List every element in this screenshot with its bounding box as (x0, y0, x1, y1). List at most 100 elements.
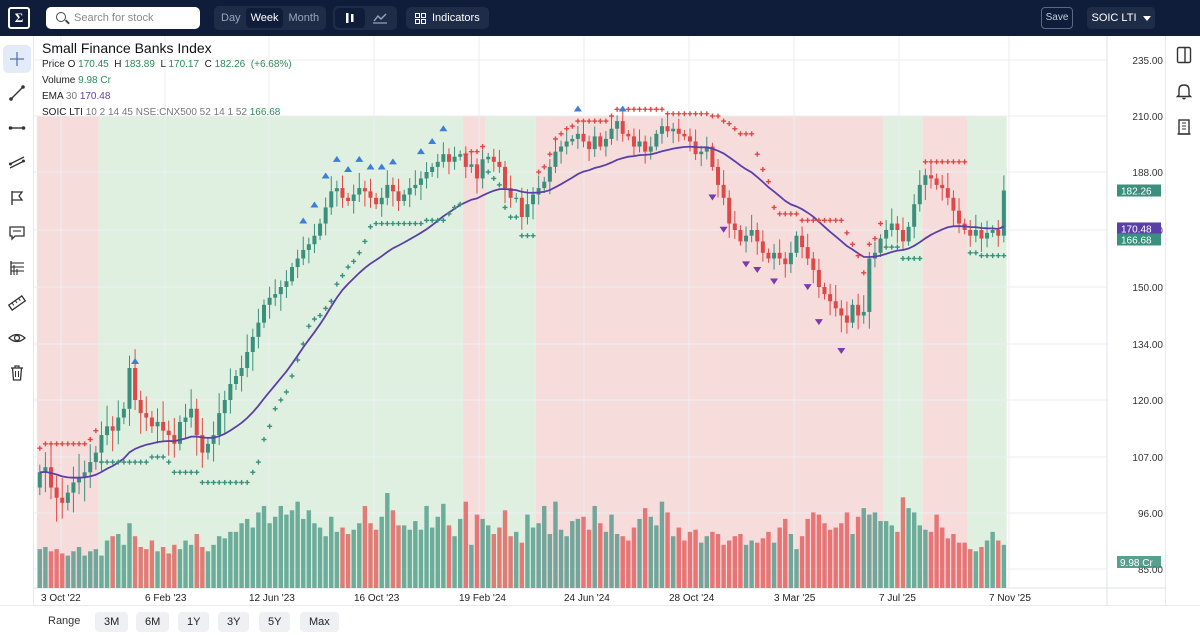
candle-body (463, 154, 468, 167)
chart-area[interactable]: 235.00210.00188.00170.00150.00134.00120.… (34, 36, 1165, 605)
volume-bar (698, 542, 704, 588)
candle-body (996, 230, 1001, 236)
range-5y-button[interactable]: 5Y (259, 612, 291, 632)
buy-signal-arrow (388, 158, 397, 165)
volume-bar (463, 501, 468, 588)
volume-bar (407, 529, 412, 588)
chart-legend: Small Finance Banks Index Price O 170.45… (42, 39, 292, 121)
volume-bar (637, 518, 642, 588)
alerts-button[interactable] (1173, 80, 1195, 102)
volume-bar (816, 514, 822, 588)
buy-signal-arrow (377, 163, 386, 170)
candle-body (306, 244, 311, 250)
volume-bar (755, 542, 760, 588)
volume-bar (250, 527, 255, 588)
search-input[interactable] (74, 10, 194, 26)
volume-bar (132, 536, 138, 588)
volume-bar (564, 536, 569, 588)
volume-bar (867, 514, 872, 588)
candle-body (587, 141, 592, 150)
buy-signal-arrow (310, 201, 319, 208)
range-1y-button[interactable]: 1Y (178, 612, 210, 632)
horizontal-line-tool[interactable] (3, 114, 31, 142)
volume-bar (306, 510, 312, 588)
candle-body (811, 258, 816, 270)
line-chart-button[interactable] (365, 8, 395, 28)
candle-body (368, 191, 373, 198)
candle-body (200, 435, 205, 453)
high-label: H (114, 59, 122, 70)
building-icon (1177, 119, 1191, 135)
volume-bar (413, 521, 418, 588)
volume-bar (301, 518, 306, 588)
buy-signal-arrow (439, 125, 448, 132)
volume-bar (401, 525, 407, 588)
strategy-dropdown[interactable]: SOIC LTI (1087, 7, 1155, 29)
candle-body (211, 435, 216, 444)
volume-bar (424, 505, 429, 588)
candle-body (844, 315, 849, 323)
visibility-tool[interactable] (3, 324, 31, 352)
candle-body (570, 138, 575, 142)
volume-bar (844, 512, 850, 588)
volume-bar (968, 549, 973, 588)
regime-band (547, 116, 884, 588)
candlestick-chart-button[interactable] (335, 8, 365, 28)
volume-bar (928, 531, 934, 588)
range-bar: Range 3M 6M 1Y 3Y 5Y Max (0, 605, 1200, 635)
volume-bar (542, 505, 547, 588)
candle-body (110, 426, 115, 431)
time-tick-label: 3 Mar '25 (774, 593, 816, 604)
volume-bar (911, 512, 917, 588)
indicators-button[interactable]: Indicators (406, 7, 489, 29)
ruler-tool[interactable] (3, 289, 31, 317)
search-box[interactable] (46, 7, 200, 29)
candle-body (60, 497, 65, 503)
timeframe-month[interactable]: Month (288, 12, 320, 24)
volume-bar (766, 531, 771, 588)
comment-tool[interactable] (3, 219, 31, 247)
channel-tool[interactable] (3, 148, 31, 176)
crosshair-tool[interactable] (3, 45, 31, 73)
regime-band (37, 116, 99, 588)
range-max-button[interactable]: Max (300, 612, 339, 632)
price-chart[interactable]: 235.00210.00188.00170.00150.00134.00120.… (34, 36, 1165, 605)
watchlist-button[interactable] (1173, 44, 1195, 66)
time-tick-label: 12 Jun '23 (249, 593, 295, 604)
volume-bar (144, 549, 149, 588)
sell-signal-arrow (708, 194, 717, 201)
range-3m-button[interactable]: 3M (95, 612, 129, 632)
volume-bar (990, 531, 995, 588)
volume-bar (396, 525, 401, 588)
buy-signal-arrow (355, 155, 364, 162)
ema-label: EMA (42, 91, 64, 102)
company-button[interactable] (1173, 116, 1195, 138)
indicators-label: Indicators (432, 12, 480, 24)
volume-bar (323, 536, 328, 588)
volume-value: 9.98 Cr (78, 75, 111, 86)
timeframe-day[interactable]: Day (221, 12, 241, 24)
volume-row: Volume 9.98 Cr (42, 73, 292, 89)
trend-line-tool[interactable] (3, 79, 31, 107)
range-6m-button[interactable]: 6M (136, 612, 170, 632)
fib-tool[interactable] (3, 254, 31, 282)
candle-body (957, 210, 962, 224)
volume-bar (200, 546, 205, 588)
save-button[interactable]: Save (1041, 7, 1073, 29)
candle-body (648, 146, 653, 152)
delete-tool[interactable] (3, 359, 31, 387)
soic-row: SOIC LTI 10 2 14 45 NSE:CNX500 52 14 1 5… (42, 105, 292, 121)
price-tick-label: 150.00 (1132, 283, 1163, 294)
close-value: 182.26 (214, 59, 246, 70)
volume-bar (861, 508, 866, 588)
range-3y-button[interactable]: 3Y (218, 612, 250, 632)
candle-body (37, 472, 42, 488)
candle-body (620, 121, 625, 134)
candle-body (676, 128, 681, 134)
timeframe-week[interactable]: Week (245, 8, 284, 28)
candle-body (519, 197, 524, 218)
logo-icon[interactable]: Σ (8, 7, 30, 29)
candle-body (116, 417, 121, 431)
flag-tool[interactable] (3, 184, 31, 212)
volume-bar (82, 555, 87, 588)
